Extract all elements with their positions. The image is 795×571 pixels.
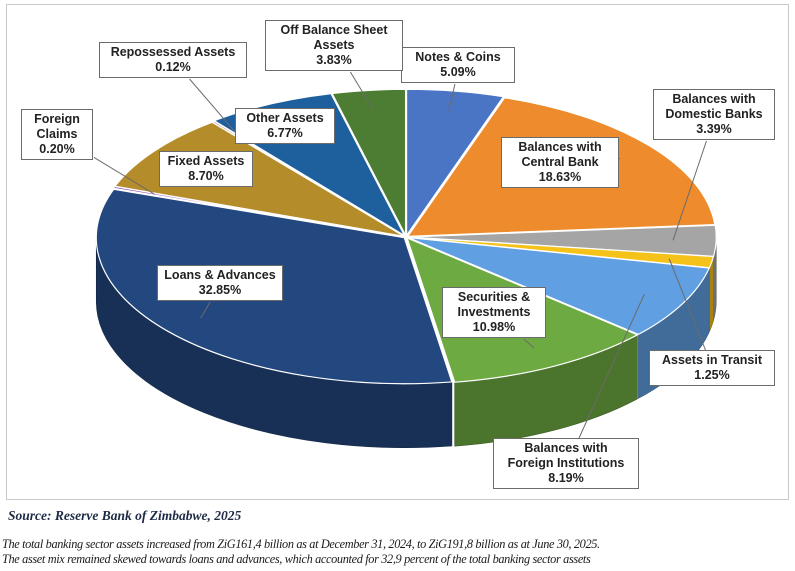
callout-notes: Notes & Coins 5.09%	[401, 47, 515, 83]
callout-label: Foreign Institutions	[507, 456, 625, 470]
callout-label: Investments	[457, 305, 531, 319]
body-text-line-1: The total banking sector assets increase…	[2, 537, 600, 551]
leader-line-repossessed	[189, 78, 241, 139]
callout-value: 6.77%	[267, 126, 303, 140]
leader-line-obs	[349, 71, 375, 111]
leader-line-domestic	[672, 140, 707, 241]
callout-value: 0.12%	[155, 60, 191, 74]
leader-line-securities	[523, 338, 535, 349]
callout-value: 32.85%	[198, 283, 242, 297]
pie-slice-foreign_inst	[407, 236, 710, 335]
callout-label: Assets	[313, 38, 355, 52]
pie-slice-notes	[405, 88, 505, 236]
callout-label: Securities &	[457, 290, 531, 304]
callout-value: 3.39%	[696, 122, 732, 136]
callout-label: Repossessed Assets	[110, 45, 236, 59]
callout-foreign-claims: Foreign Claims 0.20%	[21, 109, 93, 160]
callout-label: Off Balance Sheet	[280, 23, 388, 37]
callout-loans: Loans & Advances 32.85%	[157, 265, 283, 301]
chart-source: Source: Reserve Bank of Zimbabwe, 2025	[8, 508, 242, 523]
callout-label: Other Assets	[246, 111, 324, 125]
callout-foreign-inst: Balances with Foreign Institutions 8.19%	[493, 438, 639, 489]
leader-lines	[93, 71, 707, 440]
callout-label: Foreign	[34, 112, 80, 126]
leader-line-foreign_claims	[93, 156, 155, 195]
callout-label: Claims	[36, 127, 78, 141]
callout-label: Loans & Advances	[164, 268, 276, 282]
callout-obs: Off Balance Sheet Assets 3.83%	[265, 20, 403, 71]
callout-transit: Assets in Transit 1.25%	[649, 350, 775, 386]
callout-label: Notes & Coins	[415, 50, 501, 64]
callout-other: Other Assets 6.77%	[235, 108, 335, 144]
callout-repossessed: Repossessed Assets 0.12%	[99, 42, 247, 78]
callout-label: Fixed Assets	[167, 154, 245, 168]
pie-slice-obs	[331, 88, 407, 236]
chart-frame: Notes & Coins 5.09% Balances with Centra…	[6, 4, 789, 500]
leader-line-foreign_inst	[578, 293, 645, 440]
callout-label: Central Bank	[521, 155, 599, 169]
callout-fixed: Fixed Assets 8.70%	[159, 151, 253, 187]
callout-value: 0.20%	[39, 142, 75, 156]
callout-domestic: Balances with Domestic Banks 3.39%	[653, 89, 775, 140]
callout-label: Assets in Transit	[661, 353, 763, 367]
body-text-line-2: The asset mix remained skewed towards lo…	[2, 552, 591, 566]
callout-value: 1.25%	[694, 368, 730, 382]
callout-value: 3.83%	[316, 53, 352, 67]
callout-label: Balances with	[672, 92, 756, 106]
leader-line-notes	[448, 83, 456, 112]
callout-label: Domestic Banks	[665, 107, 763, 121]
leader-line-loans	[200, 301, 211, 319]
callout-label: Balances with	[518, 140, 602, 154]
pie-slice-fixed	[114, 121, 405, 237]
pie-chart	[93, 71, 717, 448]
callout-value: 8.70%	[188, 169, 224, 183]
callout-value: 18.63%	[538, 170, 582, 184]
callout-label: Balances with	[524, 441, 608, 455]
callout-securities: Securities & Investments 10.98%	[442, 287, 546, 338]
callout-value: 5.09%	[440, 65, 476, 79]
leader-line-transit	[668, 258, 707, 352]
callout-value: 8.19%	[548, 471, 584, 485]
callout-central: Balances with Central Bank 18.63%	[501, 137, 619, 188]
callout-value: 10.98%	[472, 320, 516, 334]
